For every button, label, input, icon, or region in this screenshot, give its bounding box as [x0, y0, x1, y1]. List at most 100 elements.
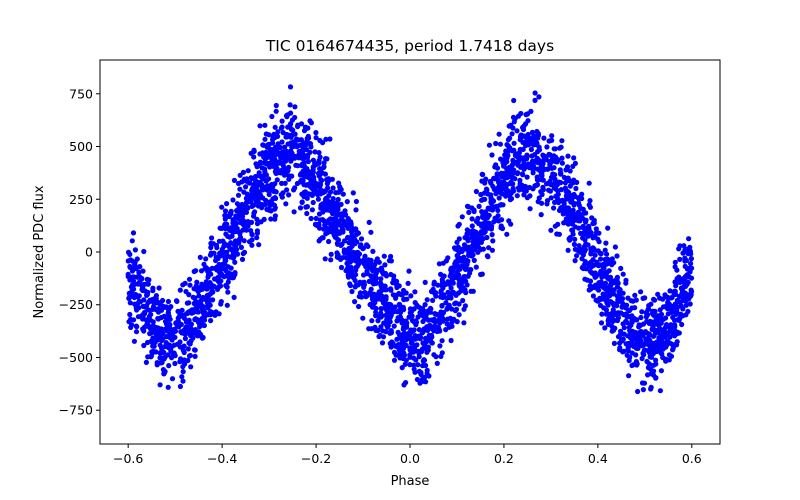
data-point [224, 284, 230, 290]
data-point [476, 245, 482, 251]
data-point [495, 207, 501, 213]
data-point [534, 128, 540, 135]
data-point [488, 200, 494, 206]
data-point [448, 337, 454, 344]
data-point [421, 374, 428, 381]
data-point [378, 288, 384, 294]
data-point [422, 335, 429, 341]
data-point [345, 272, 351, 278]
data-point [463, 265, 469, 271]
data-point [440, 310, 447, 316]
data-point [652, 297, 658, 303]
data-point [166, 363, 172, 369]
data-point [421, 342, 427, 348]
data-point [657, 307, 663, 313]
data-point [519, 155, 525, 161]
data-point [536, 144, 542, 150]
data-point [642, 329, 649, 335]
data-point [663, 356, 669, 362]
data-point [598, 320, 605, 326]
data-point [141, 342, 147, 349]
data-point [582, 276, 588, 282]
data-point [320, 203, 326, 209]
data-point [142, 288, 148, 294]
data-point [349, 240, 355, 246]
data-point [598, 251, 604, 257]
data-point [654, 348, 660, 355]
data-point [551, 205, 557, 211]
data-point [506, 123, 512, 129]
data-point [179, 374, 185, 380]
data-point [339, 255, 346, 261]
data-point [545, 180, 551, 186]
data-point [231, 294, 237, 300]
data-point [411, 327, 417, 333]
data-point [317, 225, 323, 231]
data-point [416, 333, 422, 339]
data-point [548, 227, 554, 233]
data-point [514, 193, 520, 199]
data-point [310, 199, 316, 206]
data-point [342, 208, 348, 214]
data-point [147, 307, 153, 313]
data-point [201, 296, 207, 302]
data-point [357, 290, 363, 296]
data-point [308, 120, 314, 126]
data-point [248, 175, 254, 181]
data-point [165, 384, 171, 390]
data-point [328, 251, 334, 257]
data-point [482, 196, 488, 202]
data-point [132, 259, 138, 265]
data-point [658, 311, 665, 317]
data-point [243, 184, 249, 190]
data-point [388, 286, 394, 292]
data-point [489, 247, 495, 253]
data-point [633, 345, 640, 351]
data-point [159, 345, 165, 351]
data-point [338, 186, 344, 193]
data-point [640, 321, 647, 327]
x-tick-label: 0.4 [588, 451, 608, 466]
data-point [304, 166, 310, 172]
data-point [219, 266, 225, 272]
data-point [648, 386, 654, 392]
data-point [609, 256, 615, 262]
data-point [163, 340, 169, 346]
data-point [538, 171, 544, 177]
data-point [535, 133, 541, 139]
data-point [165, 298, 171, 305]
data-point [587, 204, 594, 210]
data-point [641, 347, 647, 353]
data-point [144, 339, 151, 346]
data-point [240, 250, 246, 257]
data-point [378, 282, 384, 288]
data-point [549, 133, 555, 139]
data-point [357, 243, 363, 250]
data-point [532, 97, 538, 103]
data-point [528, 137, 534, 143]
data-point [239, 256, 246, 262]
data-point [187, 282, 193, 288]
data-point [190, 309, 196, 316]
data-point [210, 297, 216, 303]
data-point [127, 251, 133, 257]
data-point [545, 166, 551, 172]
data-point [682, 281, 688, 287]
data-point [571, 217, 577, 223]
data-point [280, 161, 286, 167]
data-point [580, 215, 586, 221]
data-point [378, 276, 384, 282]
data-point [402, 361, 408, 367]
data-point [619, 338, 625, 344]
data-point [540, 187, 547, 193]
data-point [489, 152, 495, 158]
data-point [298, 171, 304, 177]
data-point [641, 341, 647, 347]
data-point [368, 229, 374, 235]
data-point [423, 362, 429, 369]
data-point [424, 348, 430, 354]
data-point [667, 288, 673, 294]
data-point [303, 173, 309, 180]
data-point [363, 261, 369, 267]
